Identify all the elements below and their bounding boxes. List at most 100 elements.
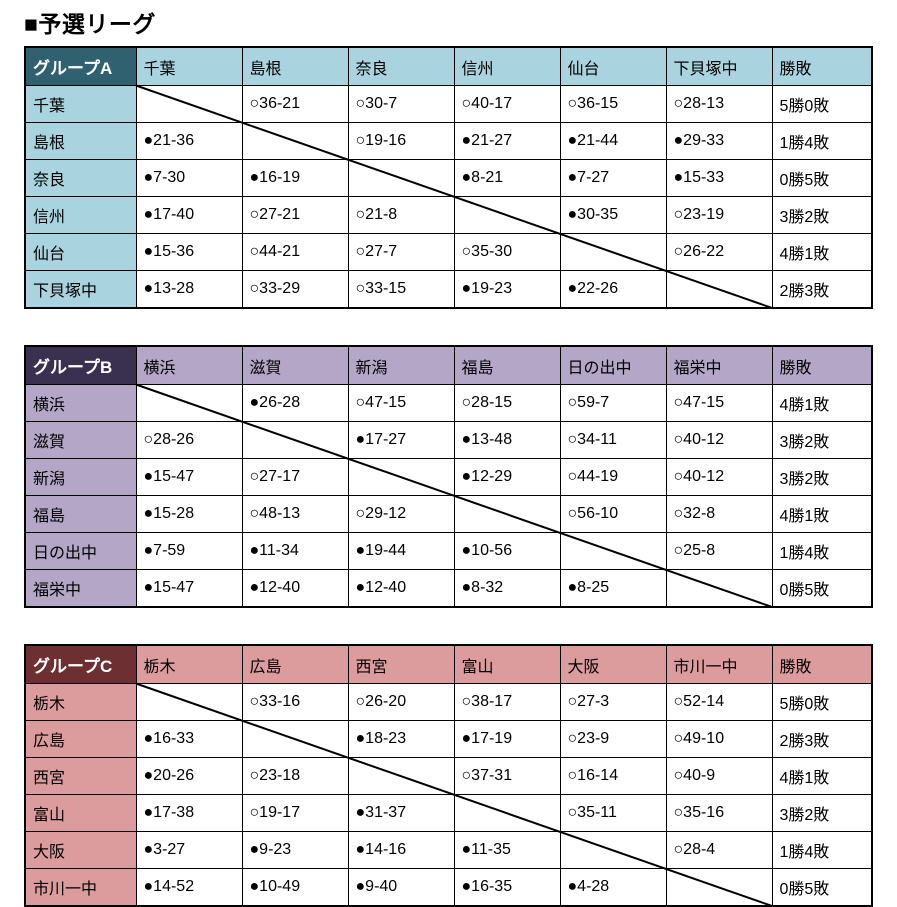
result-cell: ●16-19 (241, 159, 349, 197)
self-match-cell (665, 868, 773, 907)
result-cell: ●13-28 (135, 270, 243, 309)
self-match-cell (135, 683, 243, 721)
result-cell: ●11-35 (453, 831, 561, 869)
self-match-cell (241, 421, 349, 459)
table-row: 栃木 ○33-16 ○26-20 ○38-17 ○27-3 ○52-14 5勝0敗 (24, 683, 873, 721)
team-row-header: 福島 (24, 495, 137, 533)
table-row: 信州 ●17-40 ○27-21 ○21-8 ●30-35 ○23-19 3勝2敗 (24, 196, 873, 234)
result-cell: ●17-27 (347, 421, 455, 459)
record-cell: 4勝1敗 (771, 757, 873, 795)
team-column-header: 広島 (241, 644, 349, 684)
result-cell: ○19-16 (347, 122, 455, 160)
result-cell: ●16-35 (453, 868, 561, 907)
result-cell: ○47-15 (347, 384, 455, 422)
result-cell: ●29-33 (665, 122, 773, 160)
record-cell: 1勝4敗 (771, 532, 873, 570)
team-column-header: 島根 (241, 46, 349, 86)
self-match-cell (135, 384, 243, 422)
table-row: 西宮 ●20-26 ○23-18 ○37-31 ○16-14 ○40-9 4勝1敗 (24, 757, 873, 795)
team-row-header: 新潟 (24, 458, 137, 496)
result-cell: ●13-48 (453, 421, 561, 459)
header-row: グループB 横浜 滋賀 新潟 福島 日の出中 福栄中 勝敗 (24, 345, 873, 385)
team-row-header: 福栄中 (24, 569, 137, 608)
record-cell: 4勝1敗 (771, 233, 873, 271)
team-row-header: 日の出中 (24, 532, 137, 570)
team-row-header: 市川一中 (24, 868, 137, 907)
record-cell: 3勝2敗 (771, 196, 873, 234)
result-cell: ●15-36 (135, 233, 243, 271)
team-column-header: 仙台 (559, 46, 667, 86)
record-cell: 4勝1敗 (771, 384, 873, 422)
result-cell: ○33-29 (241, 270, 349, 309)
group-c-table: グループC 栃木 広島 西宮 富山 大阪 市川一中 勝敗 栃木 ○33-16 ○26-20 ○38-… (24, 644, 873, 907)
result-cell: ○40-9 (665, 757, 773, 795)
result-cell: ○36-15 (559, 85, 667, 123)
result-cell: ●17-40 (135, 196, 243, 234)
team-column-header: 西宮 (347, 644, 455, 684)
record-column-header: 勝敗 (771, 46, 873, 86)
result-cell: ○44-19 (559, 458, 667, 496)
result-cell: ○28-26 (135, 421, 243, 459)
record-cell: 3勝2敗 (771, 458, 873, 496)
self-match-cell (241, 720, 349, 758)
result-cell: ○27-21 (241, 196, 349, 234)
result-cell: ○27-17 (241, 458, 349, 496)
record-cell: 1勝4敗 (771, 831, 873, 869)
page-title: ■予選リーグ (24, 11, 156, 37)
result-cell: ●15-47 (135, 569, 243, 608)
result-cell: ●12-40 (347, 569, 455, 608)
result-cell: ●15-28 (135, 495, 243, 533)
record-cell: 0勝5敗 (771, 569, 873, 608)
record-cell: 0勝5敗 (771, 868, 873, 907)
table-row: 千葉 ○36-21 ○30-7 ○40-17 ○36-15 ○28-13 5勝0敗 (24, 85, 873, 123)
result-cell: ●30-35 (559, 196, 667, 234)
result-cell: ○44-21 (241, 233, 349, 271)
result-cell: ●26-28 (241, 384, 349, 422)
group-label-cell: グループA (24, 46, 137, 86)
result-cell: ●7-27 (559, 159, 667, 197)
result-cell: ○28-13 (665, 85, 773, 123)
group-label-cell: グループC (24, 644, 137, 684)
team-column-header: 横浜 (135, 345, 243, 385)
table-row: 富山 ●17-38 ○19-17 ●31-37 ○35-11 ○35-16 3勝2敗 (24, 794, 873, 832)
result-cell: ○40-17 (453, 85, 561, 123)
result-cell: ●19-23 (453, 270, 561, 309)
result-cell: ●9-40 (347, 868, 455, 907)
result-cell: ●19-44 (347, 532, 455, 570)
result-cell: ○26-20 (347, 683, 455, 721)
table-row: 仙台 ●15-36 ○44-21 ○27-7 ○35-30 ○26-22 4勝1敗 (24, 233, 873, 271)
result-cell: ●16-33 (135, 720, 243, 758)
team-column-header: 千葉 (135, 46, 243, 86)
group-a-wrap: グループA 千葉 島根 奈良 信州 仙台 下貝塚中 勝敗 千葉 ○36-21 ○30-7 ○40-1… (24, 46, 873, 309)
result-cell: ○30-7 (347, 85, 455, 123)
result-cell: ●20-26 (135, 757, 243, 795)
team-column-header: 福栄中 (665, 345, 773, 385)
result-cell: ●15-47 (135, 458, 243, 496)
team-column-header: 福島 (453, 345, 561, 385)
result-cell: ○23-19 (665, 196, 773, 234)
group-a-table: グループA 千葉 島根 奈良 信州 仙台 下貝塚中 勝敗 千葉 ○36-21 ○30-7 ○40-1… (24, 46, 873, 309)
record-cell: 2勝3敗 (771, 270, 873, 309)
result-cell: ●7-30 (135, 159, 243, 197)
team-column-header: 下貝塚中 (665, 46, 773, 86)
result-cell: ●17-38 (135, 794, 243, 832)
result-cell: ●22-26 (559, 270, 667, 309)
team-column-header: 滋賀 (241, 345, 349, 385)
team-row-header: 信州 (24, 196, 137, 234)
result-cell: ○56-10 (559, 495, 667, 533)
self-match-cell (453, 196, 561, 234)
result-cell: ●10-56 (453, 532, 561, 570)
table-row: 福栄中 ●15-47 ●12-40 ●12-40 ●8-32 ●8-25 0勝5敗 (24, 569, 873, 608)
team-row-header: 西宮 (24, 757, 137, 795)
team-row-header: 大阪 (24, 831, 137, 869)
result-cell: ●7-59 (135, 532, 243, 570)
table-row: 福島 ●15-28 ○48-13 ○29-12 ○56-10 ○32-8 4勝1敗 (24, 495, 873, 533)
result-cell: ●9-23 (241, 831, 349, 869)
result-cell: ○49-10 (665, 720, 773, 758)
result-cell: ●18-23 (347, 720, 455, 758)
result-cell: ●4-28 (559, 868, 667, 907)
self-match-cell (347, 159, 455, 197)
result-cell: ○25-8 (665, 532, 773, 570)
record-cell: 4勝1敗 (771, 495, 873, 533)
